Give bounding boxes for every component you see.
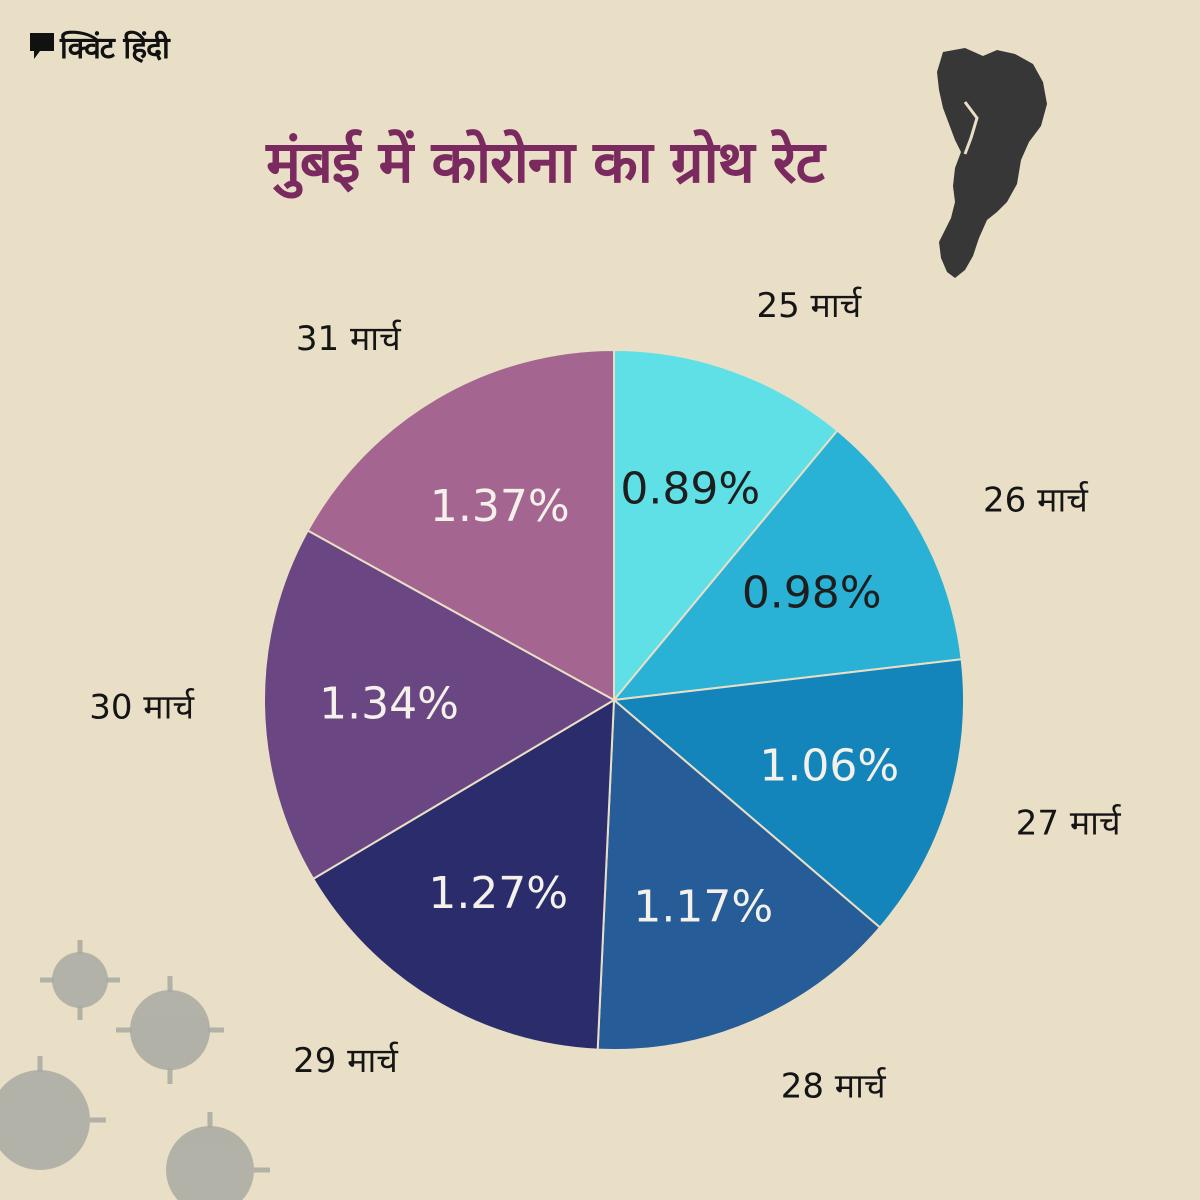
slice-category-label: 27 मार्च bbox=[1016, 803, 1122, 843]
mumbai-map-icon bbox=[937, 48, 1047, 278]
slice-value-label: 1.27% bbox=[428, 868, 568, 919]
slice-category-label: 30 मार्च bbox=[89, 688, 195, 728]
slice-value-label: 1.37% bbox=[430, 481, 570, 532]
pie-slice bbox=[613, 348, 839, 703]
pie-slice bbox=[263, 529, 617, 881]
speech-bubble-logo-icon bbox=[30, 32, 54, 59]
slice-category-label: 25 मार्च bbox=[756, 286, 862, 326]
slice-value-label: 0.89% bbox=[620, 463, 760, 514]
slice-category-label: 31 मार्च bbox=[296, 319, 402, 359]
brand-name: क्विंट हिंदी bbox=[60, 31, 170, 66]
slice-value-label: 1.17% bbox=[633, 882, 773, 933]
brand-logo: क्विंट हिंदी bbox=[30, 26, 170, 67]
slice-value-label: 1.34% bbox=[319, 678, 459, 729]
slice-value-label: 0.98% bbox=[742, 568, 882, 619]
slice-category-label: 28 मार्च bbox=[781, 1066, 887, 1106]
slice-category-label: 29 मार्च bbox=[293, 1041, 399, 1081]
pie-slice bbox=[311, 698, 616, 1051]
pie-slice bbox=[306, 348, 615, 702]
slice-category-label: 26 मार्च bbox=[983, 480, 1089, 520]
page-title: मुंबई में कोरोना का ग्रोथ रेट bbox=[266, 128, 825, 196]
pie-slice bbox=[596, 697, 882, 1051]
coronavirus-icon bbox=[0, 940, 270, 1200]
slice-value-label: 1.06% bbox=[759, 741, 899, 792]
pie-slice bbox=[611, 429, 963, 702]
pie-slice bbox=[611, 658, 965, 929]
